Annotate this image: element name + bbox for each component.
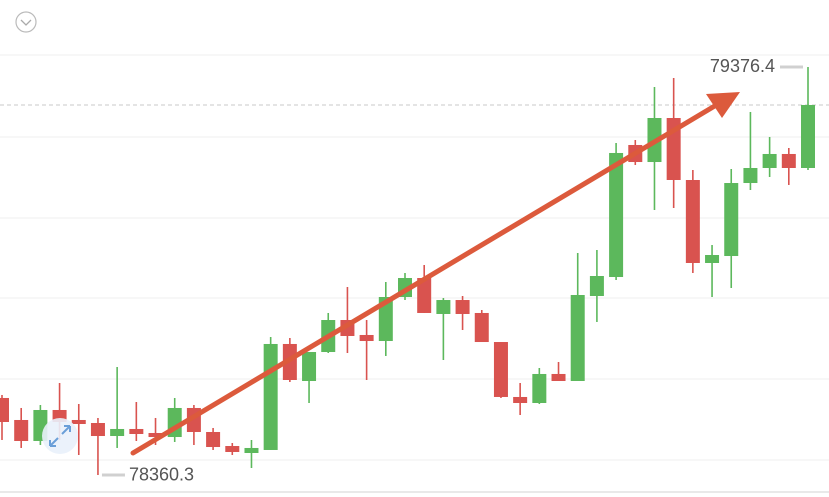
candle-body <box>724 183 739 257</box>
candle-body <box>129 428 144 435</box>
candles <box>0 67 815 475</box>
candle-body <box>14 419 29 441</box>
annotations: 79376.4 78360.3 <box>101 56 803 485</box>
candle-body <box>302 352 317 382</box>
candle-body <box>90 423 105 437</box>
candle-body <box>532 373 547 404</box>
grid <box>0 54 829 461</box>
candle-body <box>705 255 720 263</box>
candle-body <box>225 446 240 452</box>
annotation-label: 78360.3 <box>129 465 194 485</box>
expand-icon[interactable] <box>42 418 78 454</box>
candle-body <box>71 419 86 425</box>
candle-body <box>781 153 796 168</box>
candle-body <box>206 431 221 448</box>
candle-body <box>513 396 528 404</box>
candle-body <box>685 180 700 263</box>
candle-body <box>359 334 374 342</box>
candle-body <box>493 342 508 397</box>
candle-body <box>148 432 163 438</box>
candle-body <box>244 447 259 453</box>
candle-body <box>609 152 624 278</box>
candle-body <box>570 294 585 382</box>
candle-body <box>551 373 566 382</box>
candle-body <box>417 278 432 313</box>
candle-body <box>589 276 604 296</box>
candle-body <box>801 104 815 168</box>
candle-body <box>474 312 489 343</box>
trend-arrow <box>130 92 740 456</box>
candle-body <box>110 428 125 437</box>
candle-body <box>378 297 393 342</box>
candle-body <box>0 397 9 422</box>
candle-body <box>455 300 470 314</box>
collapse-icon[interactable] <box>15 11 37 33</box>
annotation-label: 79376.4 <box>710 56 775 76</box>
candle-body <box>436 300 451 314</box>
candle-body <box>743 167 758 184</box>
candle-body <box>762 153 777 168</box>
candle-body <box>263 343 278 450</box>
